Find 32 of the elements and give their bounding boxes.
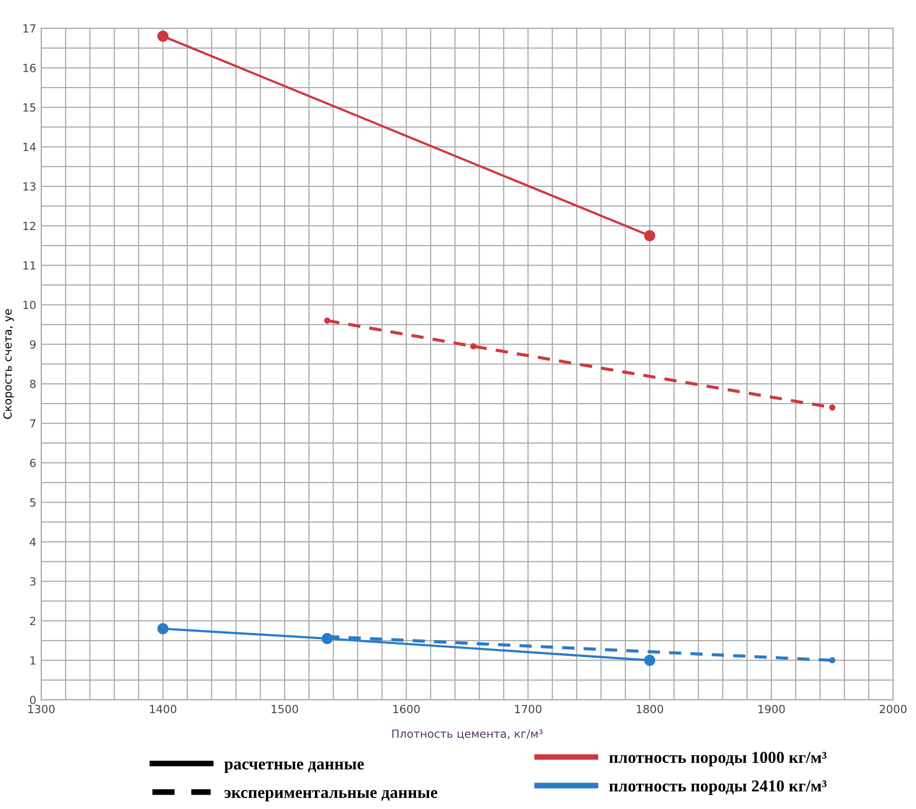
x-tick-label: 1700 <box>515 704 542 714</box>
x-axis-title: Плотность цемента, кг/м³ <box>392 729 542 740</box>
y-tick-label: 17 <box>23 24 36 33</box>
y-tick-label: 8 <box>30 380 36 388</box>
x-tick-label: 2000 <box>880 704 906 714</box>
y-tick-label: 12 <box>23 222 36 230</box>
x-tick-label: 1500 <box>272 704 298 714</box>
text: экспериментальные данные <box>224 790 438 802</box>
x-tick-label: 1900 <box>758 704 785 714</box>
y-tick-label: 15 <box>23 103 36 112</box>
x-tick-label: 1300 <box>28 704 55 714</box>
x-tick-label: 1600 <box>393 704 420 714</box>
y-tick-label: 2 <box>30 616 36 626</box>
y-axis-title: Скорость счета, уе <box>3 309 14 419</box>
y-tick-label: 14 <box>23 142 36 152</box>
y-tick-label: 7 <box>30 419 36 428</box>
y-tick-label: 11 <box>23 261 36 270</box>
y-tick-label: 5 <box>30 498 36 507</box>
x-tick-label: 1800 <box>636 704 664 714</box>
text: плотность породы 1000 кг/м³ <box>609 752 826 766</box>
y-tick-label: 9 <box>30 340 36 349</box>
y-tick-label: 13 <box>23 182 36 191</box>
y-tick-label: 4 <box>30 538 36 546</box>
y-tick-label: 6 <box>30 458 36 468</box>
text: плотность породы 2410 кг/м³ <box>609 780 826 795</box>
y-tick-label: 16 <box>23 64 36 72</box>
y-tick-label: 1 <box>30 656 36 665</box>
y-tick-label: 10 <box>23 300 36 310</box>
y-tick-label: 3 <box>30 577 36 586</box>
y-tick-label: 0 <box>30 696 36 704</box>
text: расчетные данные <box>224 761 364 773</box>
x-tick-label: 1400 <box>150 704 176 714</box>
